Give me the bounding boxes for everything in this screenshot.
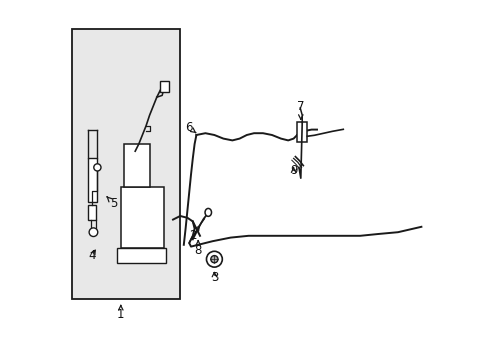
Text: 8: 8: [195, 240, 202, 257]
Bar: [297, 122, 307, 142]
Bar: [88, 205, 97, 220]
Text: 2: 2: [189, 226, 199, 242]
Bar: [72, 29, 180, 299]
Text: 5: 5: [107, 197, 117, 210]
Text: 7: 7: [297, 100, 305, 119]
Circle shape: [94, 164, 101, 171]
Circle shape: [211, 256, 218, 263]
Bar: [121, 187, 164, 248]
Bar: [88, 158, 97, 202]
Ellipse shape: [205, 208, 212, 216]
Bar: [117, 248, 166, 263]
Bar: [160, 81, 170, 92]
Circle shape: [89, 228, 98, 237]
Text: 6: 6: [185, 121, 196, 134]
Text: 9: 9: [290, 165, 297, 177]
Text: 1: 1: [117, 305, 124, 321]
Circle shape: [206, 251, 222, 267]
Bar: [124, 144, 149, 187]
Text: 3: 3: [211, 271, 218, 284]
Text: 4: 4: [88, 249, 96, 262]
